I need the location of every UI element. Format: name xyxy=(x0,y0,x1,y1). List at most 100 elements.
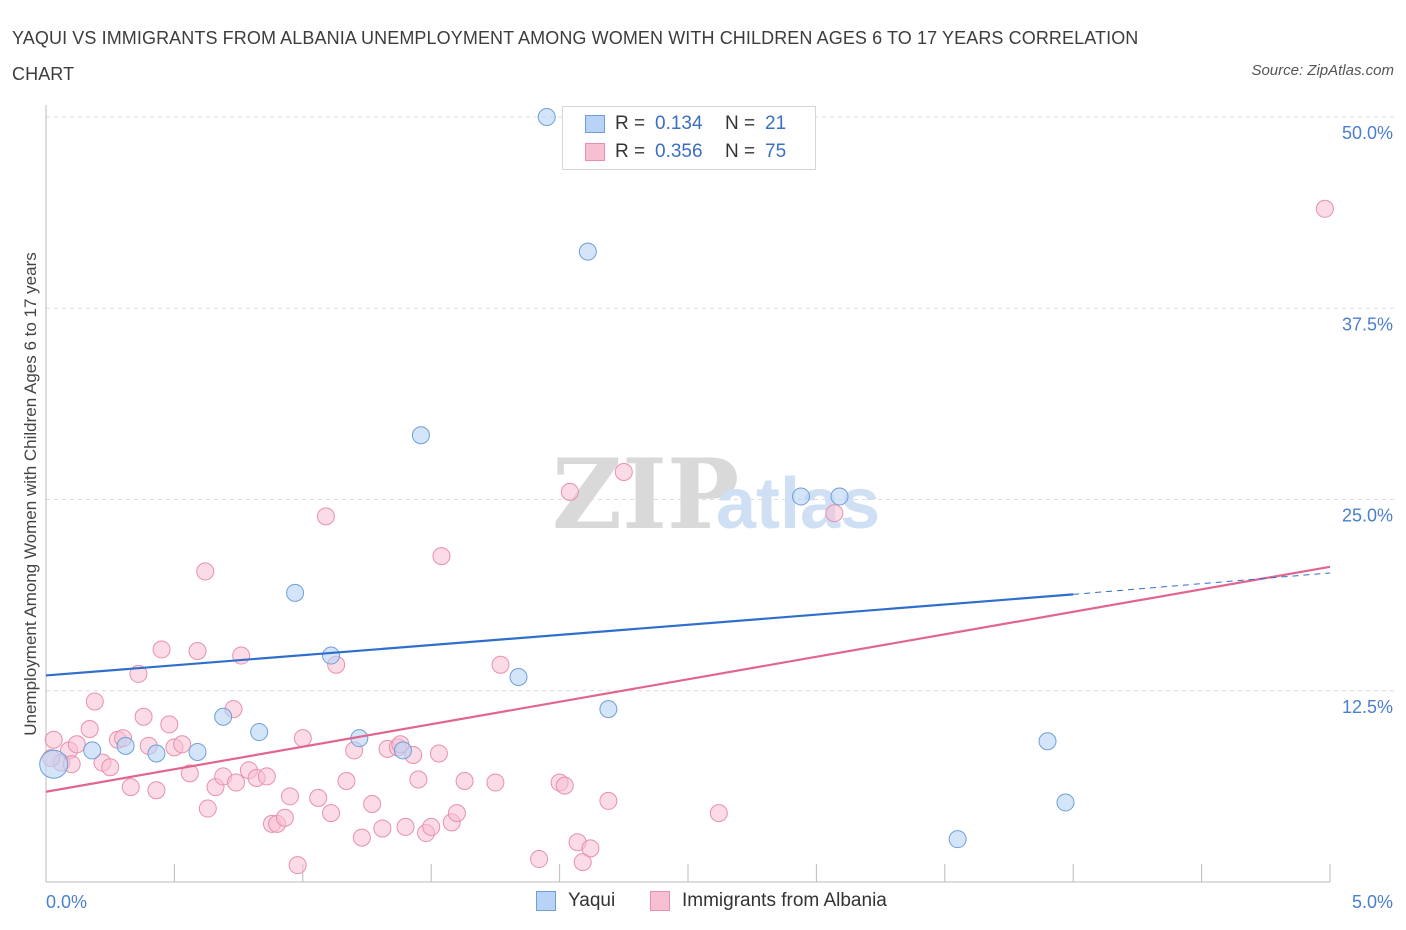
x-tick-labels: 0.0% 5.0% xyxy=(46,892,1393,912)
albania-point xyxy=(530,850,549,869)
legend-n-label: N = xyxy=(725,113,756,134)
albania-point xyxy=(293,729,312,748)
albania-point xyxy=(152,640,171,659)
y-tick-label: 25.0% xyxy=(1342,506,1393,526)
yaqui-trend-extension xyxy=(1073,572,1331,595)
albania-point xyxy=(491,655,510,674)
albania-point xyxy=(409,770,428,789)
yaqui-point xyxy=(578,242,597,261)
albania-point xyxy=(275,808,294,827)
legend-swatch-yaqui xyxy=(585,115,605,133)
correlation-legend: R = 0.134 N = 21 R = 0.356 N = 75 xyxy=(562,106,816,170)
albania-point xyxy=(599,791,618,810)
legend-item-albania[interactable]: Immigrants from Albania xyxy=(650,890,887,912)
yaqui-point xyxy=(116,736,135,755)
albania-point xyxy=(309,788,328,807)
x-tick-label-min: 0.0% xyxy=(46,892,87,912)
yaqui-point xyxy=(599,700,618,719)
yaqui-trend-line xyxy=(45,593,1074,677)
albania-point xyxy=(80,720,99,738)
legend-swatch-yaqui xyxy=(536,891,556,911)
yaqui-point xyxy=(948,830,967,849)
legend-n-value: 21 xyxy=(765,113,787,134)
chart-title: YAQUI VS IMMIGRANTS FROM ALBANIA UNEMPLO… xyxy=(12,28,1139,84)
albania-point xyxy=(180,764,199,783)
albania-point xyxy=(396,817,415,836)
source-label: Source: ZipAtlas.com xyxy=(1251,62,1394,79)
albania-point xyxy=(101,758,120,777)
yaqui-point xyxy=(830,487,849,506)
yaqui-point xyxy=(83,741,102,760)
albania-point xyxy=(280,787,299,806)
legend-label-yaqui: Yaqui xyxy=(568,890,616,911)
series-legend: Yaqui Immigrants from Albania xyxy=(0,890,1406,914)
yaqui-point xyxy=(509,667,528,686)
legend-item-yaqui[interactable]: Yaqui xyxy=(536,890,615,912)
legend-r-value: 0.356 xyxy=(655,141,703,162)
y-tick-label: 37.5% xyxy=(1342,314,1393,334)
albania-point xyxy=(44,730,63,749)
legend-n-value: 75 xyxy=(765,141,787,162)
legend-r-label: R = xyxy=(615,141,646,162)
albania-point xyxy=(85,692,104,711)
yaqui-point xyxy=(147,744,166,763)
albania-point xyxy=(288,856,307,875)
albania-point xyxy=(581,839,600,858)
yaqui-point xyxy=(1056,793,1075,812)
albania-point xyxy=(322,804,341,823)
yaqui-point xyxy=(411,426,430,445)
albania-point xyxy=(227,773,246,792)
albania-point xyxy=(447,804,466,823)
watermark-zip: ZIP xyxy=(552,438,739,551)
legend-label-albania: Immigrants from Albania xyxy=(682,890,887,911)
yaqui-point xyxy=(537,108,556,126)
albania-point xyxy=(129,664,148,683)
y-axis-label: Unemployment Among Women with Children A… xyxy=(21,252,40,736)
albania-point xyxy=(257,767,276,786)
albania-point xyxy=(560,482,579,501)
albania-trend-line xyxy=(45,565,1331,793)
legend-n-label: N = xyxy=(725,141,756,162)
grid-lines xyxy=(46,116,1395,692)
yaqui-points xyxy=(39,108,1075,849)
albania-point xyxy=(363,794,382,813)
yaqui-point xyxy=(286,583,305,602)
albania-point xyxy=(555,776,574,795)
yaqui-point xyxy=(393,741,412,760)
albania-point xyxy=(455,772,474,791)
yaqui-point xyxy=(39,749,69,779)
legend-r-label: R = xyxy=(615,113,646,134)
albania-point xyxy=(188,641,207,660)
albania-point xyxy=(316,507,335,526)
albania-point xyxy=(573,853,592,872)
legend-r-value: 0.134 xyxy=(655,113,703,134)
albania-point xyxy=(429,744,448,763)
albania-point xyxy=(709,804,728,823)
albania-points xyxy=(42,199,1334,875)
watermark: ZIP atlas xyxy=(552,438,880,551)
yaqui-point xyxy=(188,742,207,761)
yaqui-point xyxy=(791,487,810,506)
legend-swatch-albania xyxy=(650,891,670,911)
albania-point xyxy=(196,562,215,581)
albania-point xyxy=(121,778,140,797)
yaqui-point xyxy=(1038,732,1057,751)
albania-point xyxy=(422,817,441,836)
albania-point xyxy=(825,504,844,523)
albania-point xyxy=(1315,199,1334,218)
x-tick-label-max: 5.0% xyxy=(1352,892,1393,912)
legend-row-albania: R = 0.356 N = 75 xyxy=(585,140,786,164)
y-tick-label: 50.0% xyxy=(1342,123,1393,143)
legend-row-yaqui: R = 0.134 N = 21 xyxy=(585,112,786,136)
y-tick-labels: 12.5% 25.0% 37.5% 50.0% xyxy=(1342,123,1393,717)
albania-point xyxy=(614,462,633,481)
trend-lines xyxy=(45,565,1331,793)
albania-point xyxy=(198,799,217,818)
albania-point xyxy=(373,819,392,838)
albania-point xyxy=(432,547,451,566)
albania-point xyxy=(337,772,356,791)
albania-point xyxy=(147,781,166,800)
albania-point xyxy=(486,773,505,792)
albania-point xyxy=(134,707,153,726)
